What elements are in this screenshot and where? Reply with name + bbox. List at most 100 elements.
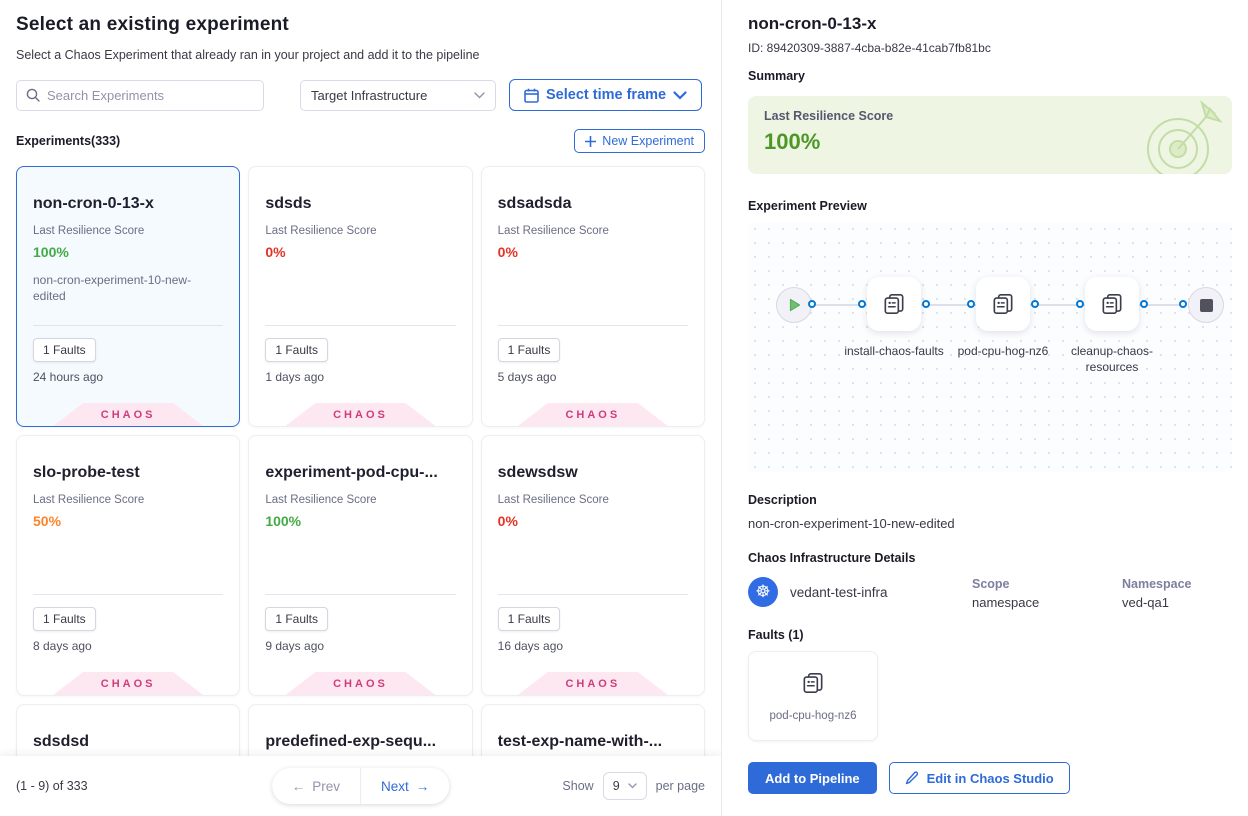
chevron-down-icon	[673, 90, 687, 100]
connector-dot	[808, 300, 816, 308]
namespace-column: Namespace ved-qa1	[1122, 577, 1232, 610]
pipeline-step[interactable]: cleanup-chaos-resources	[1071, 277, 1153, 374]
summary-heading: Summary	[748, 69, 805, 83]
target-dart-illustration	[1140, 97, 1226, 174]
pipeline-step[interactable]: pod-cpu-hog-nz6	[958, 277, 1048, 358]
stop-icon	[1199, 298, 1213, 312]
last-run-age: 16 days ago	[497, 639, 564, 653]
chaos-ribbon: CHAOS	[285, 403, 436, 426]
pipeline: install-chaos-faults pod-cpu-hog-nz6 clean…	[766, 277, 1224, 374]
last-run-age: 8 days ago	[33, 639, 92, 653]
target-infrastructure-select[interactable]: Target Infrastructure	[300, 79, 496, 111]
experiment-name: predefined-exp-sequ...	[265, 733, 437, 750]
card-divider	[33, 594, 224, 595]
score-label: Last Resilience Score	[33, 494, 145, 506]
score-label: Last Resilience Score	[497, 225, 609, 237]
last-run-age: 24 hours ago	[33, 370, 104, 384]
card-divider	[497, 325, 688, 326]
faults-chip: 1 Faults	[265, 607, 329, 631]
connector-dot	[858, 300, 866, 308]
chevron-down-icon	[474, 91, 485, 99]
experiment-list-panel: Select an existing experiment Select a C…	[0, 0, 722, 816]
experiment-name: sdewsdsw	[497, 464, 578, 481]
new-experiment-label: New Experiment	[602, 134, 694, 148]
experiment-card[interactable]: sdsadsda Last Resilience Score 0% 1 Faul…	[480, 166, 705, 427]
connector-dot	[1076, 300, 1084, 308]
filter-controls: Target Infrastructure Select time frame	[16, 79, 705, 111]
page-title: Select an existing experiment	[16, 14, 289, 35]
experiment-step-icon	[881, 291, 907, 317]
chaos-ribbon: CHAOS	[517, 403, 668, 426]
connector-dot	[1140, 300, 1148, 308]
search-experiments-field[interactable]	[47, 87, 254, 103]
prev-label: Prev	[312, 778, 340, 794]
edit-in-chaos-studio-button[interactable]: Edit in Chaos Studio	[888, 762, 1070, 794]
experiment-name: slo-probe-test	[33, 464, 140, 481]
pipeline-end-node[interactable]	[1188, 287, 1224, 323]
chaos-ribbon: CHAOS	[517, 672, 668, 695]
resilience-score-label: Last Resilience Score	[764, 109, 894, 123]
experiment-card[interactable]: non-cron-0-13-x Last Resilience Score 10…	[16, 166, 241, 427]
search-icon	[26, 88, 40, 102]
pipeline-start-node[interactable]	[776, 287, 812, 323]
experiment-card[interactable]: slo-probe-test Last Resilience Score 50%…	[16, 435, 241, 696]
faults-chip: 1 Faults	[265, 338, 329, 362]
card-divider	[497, 594, 688, 595]
faults-chip: 1 Faults	[33, 607, 96, 631]
fault-card[interactable]: pod-cpu-hog-nz6	[748, 651, 878, 741]
search-input[interactable]	[16, 79, 264, 111]
add-to-pipeline-button[interactable]: Add to Pipeline	[748, 762, 877, 794]
experiment-card[interactable]: sdewsdsw Last Resilience Score 0% 1 Faul…	[480, 435, 705, 696]
next-page-button[interactable]: Next →	[361, 768, 450, 804]
experiment-name: experiment-pod-cpu-...	[265, 464, 438, 481]
card-divider	[265, 325, 456, 326]
experiment-card[interactable]: sdsds Last Resilience Score 0% 1 Faults …	[248, 166, 473, 427]
detail-title: non-cron-0-13-x	[748, 14, 877, 33]
experiment-description: non-cron-experiment-10-new-edited	[33, 273, 192, 303]
experiment-name: sdsdsd	[33, 733, 90, 750]
pager: ← Prev Next →	[271, 768, 450, 804]
connector-dot	[967, 300, 975, 308]
score-value: 50%	[33, 513, 62, 529]
chaos-ribbon: CHAOS	[53, 403, 204, 426]
last-run-age: 5 days ago	[497, 370, 557, 384]
connector-dot	[1179, 300, 1187, 308]
faults-chip: 1 Faults	[497, 607, 561, 631]
last-run-age: 1 days ago	[265, 370, 325, 384]
select-time-frame-button[interactable]: Select time frame	[509, 79, 703, 111]
chaos-ribbon: CHAOS	[53, 672, 204, 695]
description-heading: Description	[748, 493, 817, 507]
pipeline-step[interactable]: install-chaos-faults	[844, 277, 944, 358]
experiment-preview-canvas[interactable]: install-chaos-faults pod-cpu-hog-nz6 clean…	[748, 222, 1232, 472]
page-size-value: 9	[612, 779, 620, 793]
prev-page-button[interactable]: ← Prev	[271, 768, 361, 804]
arrow-right-icon: →	[415, 778, 430, 794]
experiment-step-icon	[990, 291, 1016, 317]
score-value: 0%	[265, 244, 286, 260]
experiment-card-grid: non-cron-0-13-x Last Resilience Score 10…	[16, 166, 705, 816]
page-size-select[interactable]: 9	[602, 772, 647, 800]
next-label: Next	[381, 778, 409, 794]
pipeline-step-label: install-chaos-faults	[844, 344, 944, 358]
namespace-label: Namespace	[1122, 577, 1192, 591]
pagination-bar: (1 - 9) of 333 ← Prev Next → Show 9	[0, 756, 721, 816]
kubernetes-icon: ☸	[748, 577, 778, 607]
connector-dot	[1031, 300, 1039, 308]
card-divider	[265, 594, 456, 595]
page-subtitle: Select a Chaos Experiment that already r…	[16, 48, 480, 62]
score-label: Last Resilience Score	[33, 225, 145, 237]
scope-label: Scope	[972, 577, 1010, 591]
experiment-name: sdsadsda	[497, 195, 572, 212]
arrow-left-icon: ←	[291, 778, 306, 794]
resilience-score-value: 100%	[764, 129, 821, 154]
new-experiment-button[interactable]: New Experiment	[574, 129, 705, 153]
fault-name: pod-cpu-hog-nz6	[769, 710, 857, 722]
experiment-step-icon	[1099, 291, 1125, 317]
connector-dot	[922, 300, 930, 308]
target-infrastructure-value: Target Infrastructure	[311, 87, 428, 103]
experiment-preview-heading: Experiment Preview	[748, 199, 867, 213]
scope-column: Scope namespace	[972, 577, 1122, 610]
score-label: Last Resilience Score	[497, 494, 609, 506]
experiment-card[interactable]: experiment-pod-cpu-... Last Resilience S…	[248, 435, 473, 696]
